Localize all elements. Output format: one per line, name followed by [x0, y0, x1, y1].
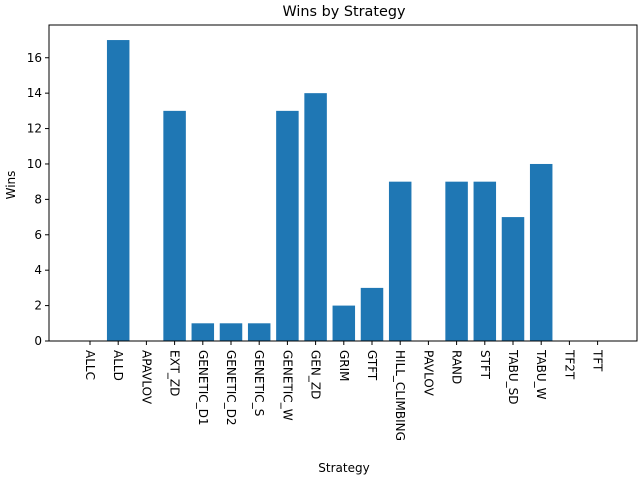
y-tick-label: 14 — [27, 86, 42, 100]
bar-hill-climbing — [388, 181, 412, 341]
x-tick-label: PAVLOV — [421, 350, 435, 397]
y-tick-label: 2 — [34, 299, 42, 313]
bars-group — [106, 40, 553, 342]
x-tick-label: EXT_ZD — [168, 350, 182, 396]
plot-frame — [48, 24, 638, 342]
x-axis-label: Strategy — [318, 461, 369, 475]
x-tick-label: STFT — [478, 350, 492, 380]
x-tick-label: GENETIC_W — [280, 350, 294, 421]
x-tick-label: ALLC — [83, 350, 97, 380]
x-tick-label: TFT — [591, 349, 605, 372]
x-tick-label: ALLD — [111, 350, 125, 381]
y-tick-label: 6 — [34, 228, 42, 242]
bar-genetic-d1 — [191, 323, 215, 341]
x-tick-label: GRIM — [337, 350, 351, 382]
x-tick-label: TABU_SD — [506, 349, 520, 404]
bar-gtft — [360, 287, 384, 341]
x-tick-label: APAVLOV — [139, 350, 153, 405]
x-tick-label: RAND — [450, 350, 464, 384]
x-tick-label: HILL_CLIMBING — [393, 350, 407, 441]
y-ticks-group: 0 2 4 6 8 10 12 14 16 — [27, 51, 49, 348]
bar-tabu-w — [529, 163, 553, 341]
bar-genetic-s — [247, 323, 271, 341]
bar-grim — [332, 305, 356, 341]
bar-alld — [106, 40, 130, 342]
y-tick-label: 12 — [27, 122, 42, 136]
y-tick-label: 8 — [34, 192, 42, 206]
bar-ext-zd — [163, 110, 186, 341]
chart-title: Wins by Strategy — [283, 4, 406, 20]
x-tick-label: GENETIC_D2 — [224, 350, 238, 426]
bar-gen-zd — [304, 93, 327, 341]
bar-stft — [473, 181, 497, 341]
x-ticks-group: ALLC ALLD APAVLOV EXT_ZD GENETIC_D1 GENETIC_D… — [83, 341, 605, 441]
bar-tabu-sd — [501, 217, 525, 341]
x-tick-label: GTFT — [365, 350, 379, 381]
y-tick-label: 0 — [34, 334, 42, 348]
x-tick-label: TF2T — [562, 349, 576, 380]
y-axis-label: Wins — [4, 171, 18, 200]
bar-genetic-d2 — [219, 323, 243, 341]
x-tick-label: GEN_ZD — [309, 350, 323, 399]
y-tick-label: 10 — [27, 157, 42, 171]
y-tick-label: 4 — [34, 263, 42, 277]
bar-genetic-w — [276, 110, 299, 341]
bar-rand — [445, 181, 468, 341]
x-tick-label: TABU_W — [534, 349, 548, 400]
x-tick-label: GENETIC_S — [252, 350, 266, 416]
x-tick-label: GENETIC_D1 — [196, 350, 210, 426]
y-tick-label: 16 — [27, 51, 42, 65]
